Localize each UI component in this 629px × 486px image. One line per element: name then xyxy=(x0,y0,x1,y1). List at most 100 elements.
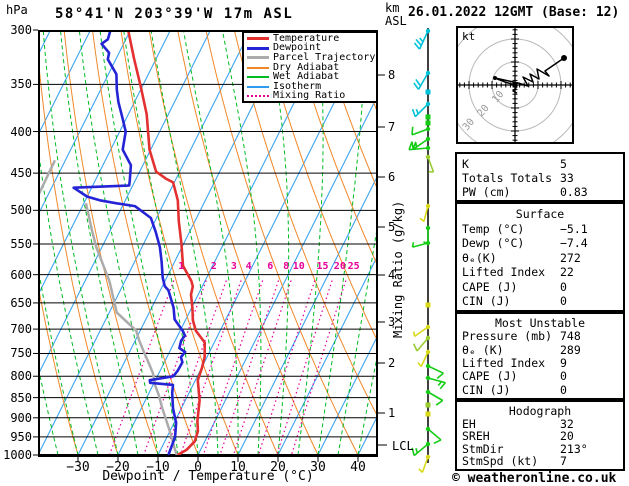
temperature-curve xyxy=(126,30,206,457)
temperature-tick-label: −20 xyxy=(106,460,130,475)
pressure-tick-label: 600 xyxy=(10,267,32,282)
temperature-tick-label: 10 xyxy=(230,460,246,475)
wind-barb xyxy=(425,363,444,379)
km-tick-label: 2 xyxy=(388,356,396,370)
km-tick-label: 4 xyxy=(388,268,396,282)
wind-barb xyxy=(412,324,431,338)
wet-adiabat-line xyxy=(182,30,239,455)
wind-barb-shaft xyxy=(427,365,444,374)
stats-row: Pressure (mb) 748 xyxy=(457,329,623,344)
stats-value: 748 xyxy=(560,329,581,344)
stats-row: Dewp (°C) −7.4 xyxy=(457,236,623,251)
pressure-tick-label: 750 xyxy=(10,346,32,361)
wet-adiabat-line xyxy=(38,363,59,456)
stats-label: CIN (J) xyxy=(462,294,511,309)
stats-row: Totals Totals 33 xyxy=(457,171,623,185)
km-tick-label: 8 xyxy=(388,68,396,82)
parcel-trajectory-curve xyxy=(84,202,178,456)
height-axis-units-km: km xyxy=(385,1,400,15)
stats-value: 213° xyxy=(560,441,588,456)
stats-value: 0 xyxy=(560,369,567,384)
wind-barb-dot xyxy=(425,302,431,308)
legend-label: Dewpoint xyxy=(273,42,322,54)
stats-row: CIN (J) 0 xyxy=(457,294,623,309)
wind-barb-half-feather xyxy=(412,331,416,337)
legend-label: Isotherm xyxy=(273,80,322,92)
pressure-tick-label: 400 xyxy=(10,124,32,139)
pressure-tick-label: 550 xyxy=(10,236,32,251)
legend-item: Dewpoint xyxy=(244,42,376,54)
wind-barb-shaft xyxy=(427,377,446,384)
wind-barb-shaft xyxy=(412,138,429,150)
stats-label: Lifted Index xyxy=(462,265,546,280)
wind-barb-shaft xyxy=(411,128,429,136)
dry-adiabat-line xyxy=(318,30,378,192)
wind-barb-shaft xyxy=(421,456,429,473)
temperature-tick-label: 0 xyxy=(194,460,202,475)
wind-barb-feather xyxy=(412,141,417,150)
stats-row: PW (cm) 0.83 xyxy=(457,185,623,199)
wind-barb-shaft xyxy=(409,147,429,151)
wind-barb xyxy=(418,454,431,473)
wind-barb-shaft xyxy=(427,156,435,173)
temperature-tick-label: 20 xyxy=(270,460,286,475)
sounding-curves xyxy=(38,30,206,457)
wind-barb-half-feather xyxy=(418,468,423,473)
mixing-ratio-value-label: 2 xyxy=(210,261,217,272)
wind-barb-feather xyxy=(413,42,421,50)
stats-box: Hodograph EH 32 SREH 20 StmDir 213° StmSpd (kt)… xyxy=(455,400,625,471)
wind-barb xyxy=(411,126,431,136)
wind-barb xyxy=(411,101,431,118)
hodograph-origin-marker xyxy=(512,82,518,88)
wet-adiabat-line xyxy=(221,30,262,456)
isotherm-line xyxy=(316,333,378,457)
legend-item: Dry Adiabat xyxy=(244,62,376,73)
stats-row: CIN (J) 0 xyxy=(457,382,623,397)
wet-adiabat-line xyxy=(38,142,99,456)
wind-barb-dot xyxy=(425,120,431,126)
stats-value: 0 xyxy=(560,294,567,309)
wind-barb-shaft xyxy=(417,72,429,90)
stats-label: StmDir xyxy=(462,441,504,456)
dry-adiabat-line xyxy=(290,30,378,268)
wet-adiabat-line xyxy=(123,30,199,456)
km-tick-label: 3 xyxy=(388,315,396,329)
stats-row: EH 32 xyxy=(457,417,623,431)
stats-value: 0 xyxy=(560,279,567,294)
stats-label: K xyxy=(462,157,469,171)
stats-label: CIN (J) xyxy=(462,382,511,397)
wind-barb-dot xyxy=(425,411,431,417)
pressure-tick-label: 1000 xyxy=(3,448,32,462)
legend-swatch-mixing-ratio xyxy=(247,95,269,98)
mixing-ratio-value-label: 15 xyxy=(316,261,329,272)
stats-value: 20 xyxy=(560,429,574,444)
stats-box-title: Surface xyxy=(515,207,565,221)
legend-label: Wet Adiabat xyxy=(273,71,340,83)
stats-label: θₑ (K) xyxy=(462,342,504,357)
mixing-ratio-line xyxy=(179,280,242,456)
copyright: © weatheronline.co.uk xyxy=(452,471,617,486)
mixing-ratio-value-label: 20 xyxy=(333,261,346,272)
stats-label: CAPE (J) xyxy=(462,369,518,384)
legend-swatch-temperature xyxy=(247,37,269,41)
stats-box-title: Hodograph xyxy=(508,404,572,418)
legend-item: Isotherm xyxy=(244,80,376,92)
stats-row: CAPE (J) 0 xyxy=(457,280,623,295)
wind-barb xyxy=(425,389,444,406)
lcl-label: LCL xyxy=(392,439,414,453)
temperature-tick-label: −10 xyxy=(146,460,170,475)
station-title: 58°41'N 203°39'W 17m ASL xyxy=(55,6,294,22)
wind-barb xyxy=(408,141,431,151)
mixing-ratio-line xyxy=(108,280,175,456)
background-grid xyxy=(38,30,378,457)
stats-value: 0 xyxy=(560,382,567,397)
wet-adiabat-line xyxy=(297,30,324,456)
stats-row: CAPE (J) 0 xyxy=(457,369,623,384)
wind-barb xyxy=(412,335,431,352)
wind-barb-half-feather xyxy=(415,447,419,454)
stats-row: StmSpd (kt) 7 xyxy=(457,455,623,468)
legend-item: Wet Adiabat xyxy=(244,72,376,82)
pressure-axis-units: hPa xyxy=(6,3,28,17)
